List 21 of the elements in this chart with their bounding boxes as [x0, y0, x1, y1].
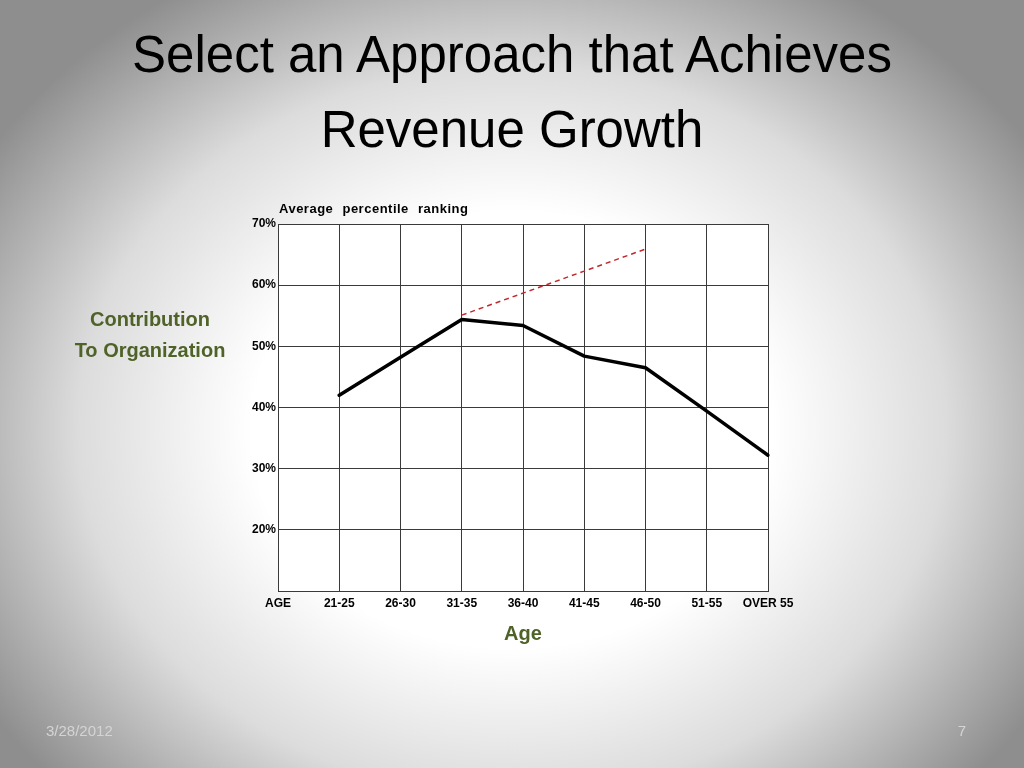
text: 3/28/2012	[46, 722, 113, 739]
chart-subtitle: Average percentile ranking	[279, 201, 469, 216]
line-series	[461, 248, 647, 316]
y-tick-label: 70%	[251, 216, 277, 231]
y-tick-label: 30%	[251, 460, 277, 475]
y-tick-label: 40%	[251, 399, 277, 414]
x-axis-title: Age	[503, 622, 543, 645]
x-tick-label: 21-25	[323, 595, 355, 610]
x-tick-label: AGE	[264, 595, 292, 610]
chart-title: Select an Approach that Achieves Revenue Growth	[131, 25, 893, 160]
x-tick-label: OVER 55	[742, 595, 794, 610]
x-tick-label: 36-40	[507, 595, 539, 610]
y-tick-label: 60%	[251, 277, 277, 292]
y-tick-label: 50%	[251, 338, 277, 353]
x-tick-label: 41-45	[568, 595, 600, 610]
x-tick-label: 31-35	[446, 595, 478, 610]
x-tick-label: 46-50	[630, 595, 662, 610]
x-tick-label: 26-30	[385, 595, 417, 610]
y-tick-label: 20%	[251, 522, 277, 537]
x-tick-label: 51-55	[691, 595, 723, 610]
y-axis-title: Contribution To Organization	[73, 307, 227, 363]
